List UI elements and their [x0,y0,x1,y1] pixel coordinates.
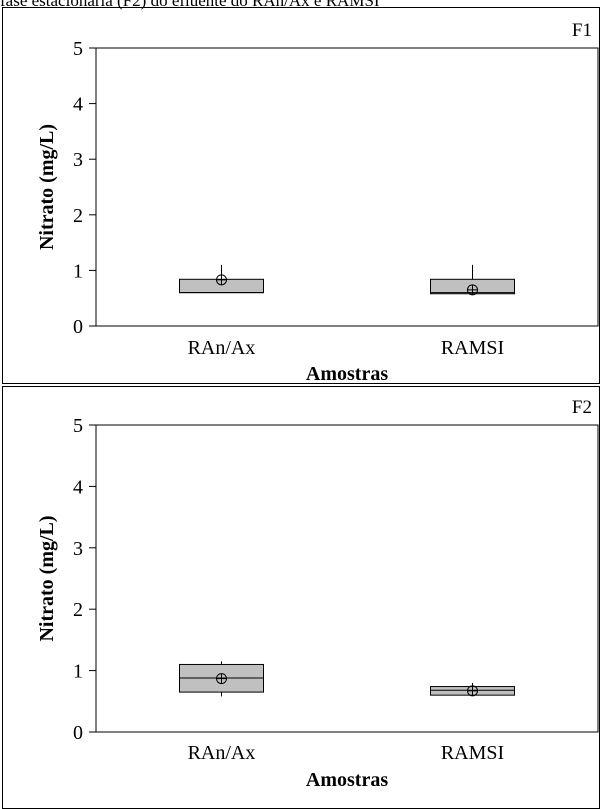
y-tick-label: 3 [73,149,83,171]
y-tick-label: 1 [73,260,83,282]
x-tick-label: RAMSI [441,337,504,359]
box-plot-ran-ax [179,264,264,294]
x-tick-label: RAn/Ax [188,742,256,764]
chart-panel-f1: F1 0 1 2 3 4 5 Nitrato (mg/L) RAn/Ax RAMSI Amostra… [2,7,600,385]
x-axis-title: Amostras [306,363,388,385]
y-tick-label: 1 [73,661,83,683]
y-tick-label: 5 [73,415,83,437]
y-tick-label: 2 [73,205,83,227]
y-tick-label: 4 [73,94,83,116]
y-tick-label: 0 [73,722,83,744]
y-tick-label: 2 [73,599,83,621]
y-tick-label: 5 [73,38,83,60]
box-plot-ran-ax [179,661,264,697]
plot-frame [95,47,599,327]
chart-panel-f2: F2 0 1 2 3 4 5 Nitrato (mg/L) RAn/Ax RAMSI Amostra… [2,386,600,809]
x-tick-label: RAMSI [441,742,504,764]
box-plot-ramsi [430,682,515,697]
y-tick-label: 0 [73,316,83,338]
plot-frame [95,424,599,733]
figure-caption: fase estacionária (F2) do efluente do RA… [0,0,380,10]
box-plot-ramsi [430,264,515,296]
panel-label: F2 [572,397,592,418]
y-tick-label: 3 [73,538,83,560]
y-axis-title: Nitrato (mg/L) [36,124,58,250]
chart-f1: F1 0 1 2 3 4 5 Nitrato (mg/L) RAn/Ax RAMSI Amostra… [36,20,599,385]
panel-label: F1 [572,20,592,41]
x-tick-label: RAn/Ax [188,337,256,359]
y-axis-title: Nitrato (mg/L) [36,515,58,641]
y-tick-label: 4 [73,476,83,498]
chart-f2: F2 0 1 2 3 4 5 Nitrato (mg/L) RAn/Ax RAMSI Amostra… [36,397,599,791]
x-axis-title: Amostras [306,769,388,791]
